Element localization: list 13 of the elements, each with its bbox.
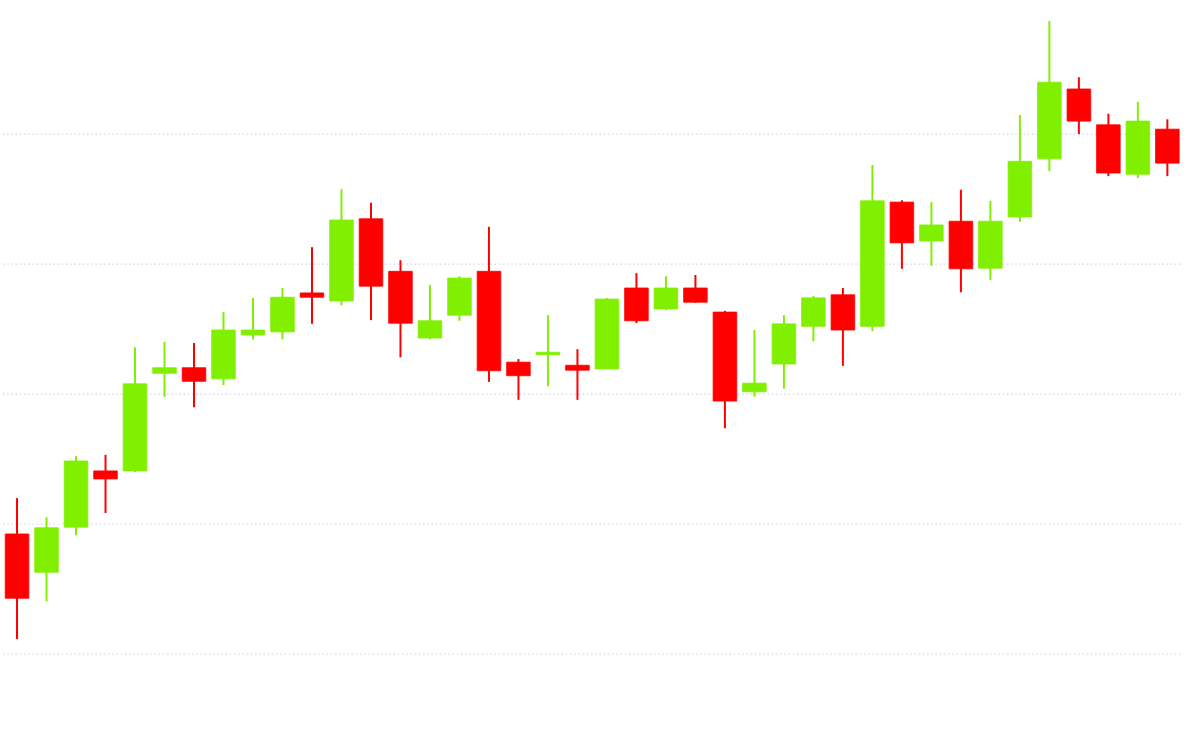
candlestick xyxy=(919,201,944,267)
candlestick xyxy=(565,348,590,401)
candlestick xyxy=(240,296,266,341)
candlestick xyxy=(299,246,325,325)
candlestick xyxy=(535,314,561,388)
candlestick xyxy=(152,340,177,398)
candlestick xyxy=(653,275,679,312)
candlestick xyxy=(506,358,531,401)
candlestick xyxy=(93,453,118,514)
candlestick xyxy=(417,283,443,341)
candlestick xyxy=(742,329,767,398)
candlestick xyxy=(683,274,708,304)
candlestick xyxy=(181,341,207,409)
